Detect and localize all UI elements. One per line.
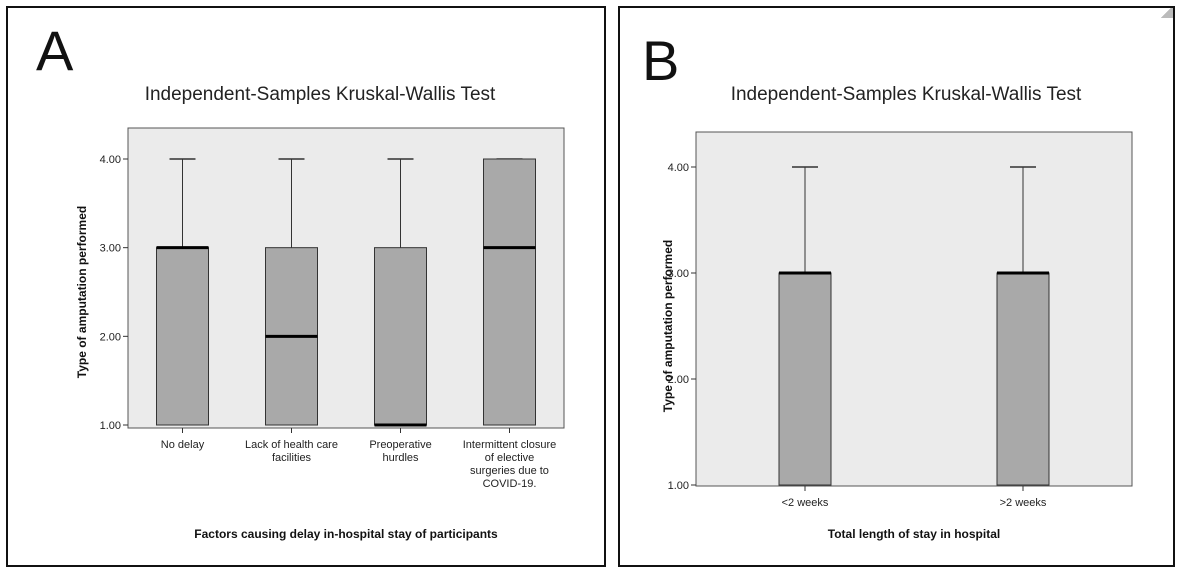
category-label-line: >2 weeks bbox=[1000, 497, 1047, 509]
x-axis-title: Factors causing delay in-hospital stay o… bbox=[194, 527, 498, 541]
category-label-line: No delay bbox=[161, 439, 205, 451]
y-tick-label: 3.00 bbox=[100, 243, 121, 255]
y-tick-label: 1.00 bbox=[668, 480, 689, 492]
y-tick-label: 4.00 bbox=[100, 154, 121, 166]
category-label-line: Lack of health care bbox=[245, 439, 338, 451]
boxplot-chart-b: B Independent-Samples Kruskal-Wallis Test… bbox=[642, 29, 1133, 541]
y-tick-label: 2.00 bbox=[100, 331, 121, 343]
chart-panel-b: B Independent-Samples Kruskal-Wallis Test… bbox=[618, 6, 1175, 567]
box-body bbox=[483, 158, 536, 426]
category-label-line: Preoperative bbox=[369, 439, 431, 451]
category-label-line: Intermittent closure bbox=[463, 439, 557, 451]
box-group bbox=[483, 158, 536, 426]
plot-area bbox=[695, 131, 1133, 487]
category-label: <2 weeks bbox=[782, 497, 829, 509]
category-label: Preoperative hurdles bbox=[369, 439, 431, 464]
box-body bbox=[778, 272, 832, 486]
category-label-line: of elective bbox=[485, 452, 535, 464]
category-label: No delay bbox=[161, 439, 205, 451]
category-label-line: facilities bbox=[272, 452, 312, 464]
y-tick-label: 4.00 bbox=[668, 162, 689, 174]
y-tick-label: 2.00 bbox=[668, 374, 689, 386]
y-axis-title: Type of amputation performed bbox=[661, 240, 675, 412]
box-group bbox=[265, 158, 318, 426]
chart-title: Independent-Samples Kruskal-Wallis Test bbox=[145, 84, 496, 105]
corner-fold-decoration bbox=[1159, 8, 1173, 18]
y-axis-title: Type of amputation performed bbox=[75, 206, 89, 378]
category-label: >2 weeks bbox=[1000, 497, 1047, 509]
panel-label: B bbox=[642, 29, 679, 92]
category-label: Intermittent closure of elective surgeries… bbox=[463, 439, 557, 490]
y-tick-label: 1.00 bbox=[100, 420, 121, 432]
category-label-line: surgeries due to bbox=[470, 465, 549, 477]
box-group bbox=[374, 158, 427, 427]
chart-panel-a: A Independent-Samples Kruskal-Wallis Test… bbox=[6, 6, 606, 567]
chart-title: Independent-Samples Kruskal-Wallis Test bbox=[731, 84, 1082, 105]
category-label-line: hurdles bbox=[382, 452, 419, 464]
box-group bbox=[778, 166, 832, 486]
y-tick-label: 3.00 bbox=[668, 268, 689, 280]
x-axis-title: Total length of stay in hospital bbox=[828, 527, 1000, 541]
box-group bbox=[996, 166, 1050, 486]
boxplot-chart-a: A Independent-Samples Kruskal-Wallis Test… bbox=[36, 19, 565, 541]
box-body bbox=[156, 247, 209, 426]
box-group bbox=[156, 158, 209, 426]
category-label: Lack of health care facilities bbox=[245, 439, 338, 464]
category-label-line: COVID-19. bbox=[483, 478, 537, 490]
box-body bbox=[374, 247, 427, 426]
panel-label: A bbox=[36, 19, 74, 82]
box-body bbox=[996, 272, 1050, 486]
category-label-line: <2 weeks bbox=[782, 497, 829, 509]
